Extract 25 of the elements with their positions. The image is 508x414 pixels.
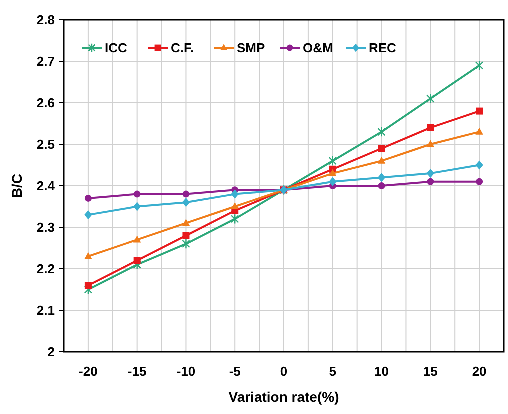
x-tick-label: -15 [128,364,147,379]
x-tick-label: 5 [329,364,337,379]
y-tick-label: 2.3 [36,220,55,236]
legend-label: REC [369,40,398,56]
y-tick-label: 2.7 [36,54,55,70]
legend-label: SMP [237,40,266,56]
legend-label: O&M [303,40,334,56]
y-tick-label: 2.5 [36,137,55,152]
x-tick-label: 15 [423,364,438,379]
y-tick-label: 2 [48,344,55,360]
legend-label: ICC [105,40,128,56]
x-tick-label: -10 [176,364,196,379]
y-tick-label: 2.6 [36,96,55,111]
x-tick-label: 20 [472,364,487,379]
x-tick-label: -20 [79,364,98,379]
y-tick-label: 2.1 [36,303,55,318]
x-axis-title: Variation rate(%) [228,389,340,405]
x-tick-label: 0 [280,364,288,379]
y-tick-label: 2.4 [36,178,56,194]
legend-label: C.F. [171,40,194,56]
x-tick-label: 10 [374,364,390,379]
y-tick-label: 2.2 [36,262,55,277]
y-tick-label: 2.8 [36,12,55,28]
x-tick-label: -5 [229,364,241,379]
y-axis-title: B/C [9,174,25,198]
